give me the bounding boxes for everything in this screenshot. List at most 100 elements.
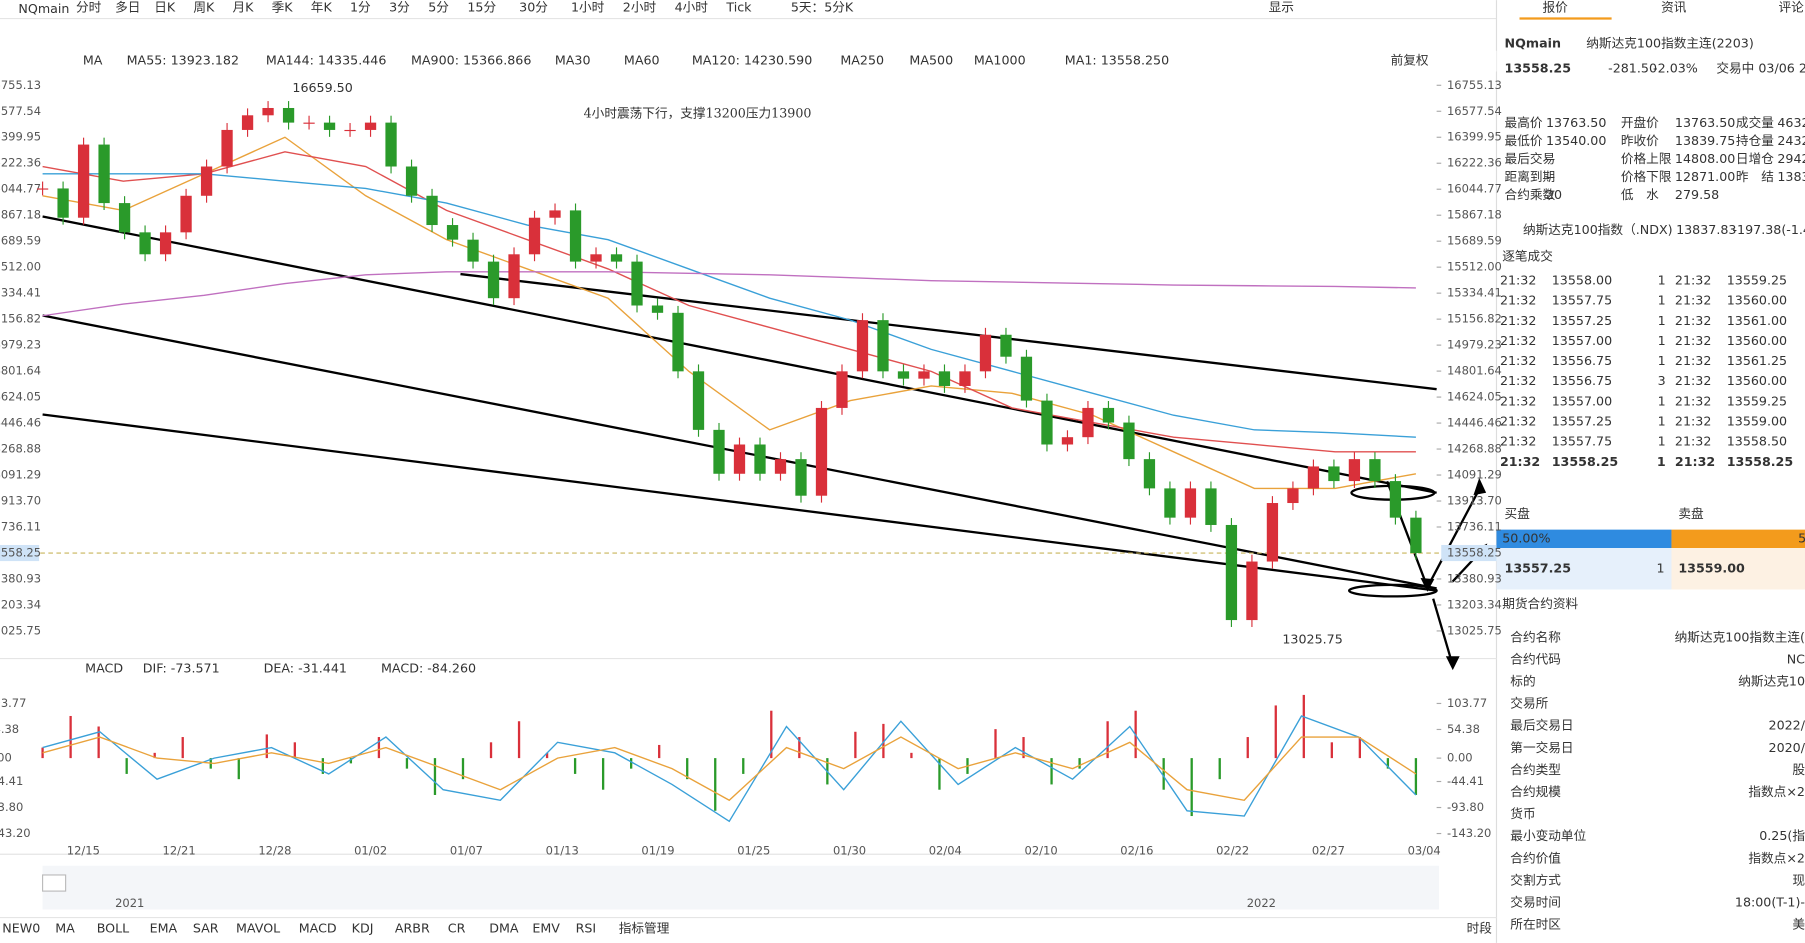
date-label: 02/04 xyxy=(929,843,962,857)
panel-tab[interactable]: 报价 xyxy=(1543,0,1569,15)
indicator-tab[interactable]: CR xyxy=(448,921,466,936)
candle xyxy=(508,254,520,299)
ma-line xyxy=(42,173,1416,438)
indicator-tab[interactable]: NEW0 xyxy=(2,921,40,936)
price-tick-label: 14268.88 xyxy=(1447,442,1502,456)
ma-legend: MA120: 14230.590 xyxy=(692,53,812,68)
period-tab[interactable]: 5天：5分K xyxy=(791,0,854,15)
trade-cell: 21:32 xyxy=(1675,293,1711,308)
candle xyxy=(569,210,582,262)
period-tab[interactable]: 1小时 xyxy=(571,0,605,15)
indicator-tab[interactable]: SAR xyxy=(193,921,219,936)
indicator-tab[interactable]: EMV xyxy=(532,921,560,936)
price-tick-label: 13736.11 xyxy=(1447,520,1502,534)
candle xyxy=(180,195,192,233)
period-tab[interactable]: 30分 xyxy=(519,0,548,15)
macd-tick-label-left: -93.80 xyxy=(0,800,23,814)
period-tab[interactable]: 4小时 xyxy=(675,0,709,15)
period-tab[interactable]: 15分 xyxy=(467,0,496,15)
index-price: 13837.83 xyxy=(1676,222,1736,237)
ma-legend: MA900: 15366.866 xyxy=(411,53,531,68)
period-btn[interactable]: 时段 xyxy=(1467,921,1493,936)
candle xyxy=(118,203,131,233)
price-tick-label: 16577.54 xyxy=(1447,104,1502,118)
arrow xyxy=(1432,598,1454,666)
period-tab[interactable]: 周K xyxy=(193,0,215,15)
date-label: 02/10 xyxy=(1025,843,1058,857)
period-tab[interactable]: Tick xyxy=(725,0,752,15)
price-tick-label: 13913.70 xyxy=(1447,494,1502,508)
candle xyxy=(1389,481,1402,518)
q-stat: 距离到期 xyxy=(1505,169,1556,184)
indicator-tab[interactable]: ARBR xyxy=(395,921,430,936)
trend-line xyxy=(460,272,1437,391)
candle xyxy=(487,261,500,299)
q-pct: -2.03% xyxy=(1653,61,1698,76)
macd-tick-label: 0.00 xyxy=(1447,751,1473,765)
indicator-tab[interactable]: MACD xyxy=(299,921,337,936)
indicator-tab[interactable]: MAVOL xyxy=(236,921,280,936)
display-btn[interactable]: 显示 xyxy=(1269,0,1294,15)
period-tab[interactable]: 1分 xyxy=(350,0,371,15)
price-tick-label-left: 14268.88 xyxy=(0,442,41,456)
indicator-tab[interactable]: EMA xyxy=(150,921,178,936)
q-stat: -- xyxy=(1546,169,1555,184)
nav-handle[interactable] xyxy=(42,874,67,892)
q-name: 纳斯达克100指数主连(2203) xyxy=(1586,35,1754,50)
period-tab[interactable]: 多日 xyxy=(115,0,140,15)
indicator-tab[interactable]: BOLL xyxy=(97,921,130,936)
trade-cell: 21:32 xyxy=(1675,333,1711,348)
price-tick-label: 15689.59 xyxy=(1447,234,1502,248)
index-name: 纳斯达克100指数（.NDX) xyxy=(1523,222,1673,237)
price-tick-label: 16755.13 xyxy=(1447,78,1502,92)
candle xyxy=(938,371,951,386)
indicator-tab[interactable]: MA xyxy=(55,921,75,936)
period-tab[interactable]: 分时 xyxy=(76,0,102,15)
indicator-tab[interactable]: KDJ xyxy=(352,921,374,936)
price-tick-label: 14091.29 xyxy=(1447,468,1502,482)
macd-line xyxy=(42,736,1417,802)
period-tab[interactable]: 月K xyxy=(233,0,255,15)
panel-tab[interactable]: 评论 xyxy=(1779,0,1805,15)
ma-legend: MA60 xyxy=(624,53,660,68)
indicator-tab[interactable]: DMA xyxy=(489,921,519,936)
trade-cell: 13559.25 xyxy=(1727,393,1787,408)
bid-title: 买盘 xyxy=(1505,506,1531,521)
macd-tick-label: -93.80 xyxy=(1447,800,1484,814)
contract-cell: NC xyxy=(1787,651,1805,666)
candle xyxy=(733,444,746,474)
candle xyxy=(1307,466,1320,489)
period-tab[interactable]: 年K xyxy=(311,0,333,15)
price-tick-label: 16222.36 xyxy=(1447,156,1502,170)
price-tick-label-left: 13736.11 xyxy=(0,520,41,534)
candle xyxy=(651,305,664,313)
period-tab[interactable]: 5分 xyxy=(428,0,449,15)
ellipse xyxy=(1347,583,1438,598)
indicator-tab[interactable]: 指标管理 xyxy=(619,921,670,936)
candle xyxy=(344,129,356,132)
trade-cell: 1 xyxy=(1658,272,1666,287)
period-tab[interactable]: 2小时 xyxy=(623,0,657,15)
adjust-btn[interactable]: 前复权 xyxy=(1391,53,1429,68)
panel-tab[interactable]: 资讯 xyxy=(1661,0,1687,15)
q-stat: 12871.00 xyxy=(1675,169,1735,184)
candle xyxy=(610,254,623,262)
indicator-tab[interactable]: RSI xyxy=(576,921,597,936)
candle xyxy=(282,107,295,123)
candle xyxy=(897,371,910,379)
period-tab[interactable]: 日K xyxy=(154,0,176,15)
price-tick-label-left: 15334.41 xyxy=(0,286,41,300)
period-tab[interactable]: 季K xyxy=(272,0,294,15)
q-stat: 低 水 xyxy=(1621,187,1659,202)
candle xyxy=(692,371,705,430)
candle xyxy=(57,188,69,218)
trade-cell: 13561.25 xyxy=(1727,353,1787,368)
macd-line xyxy=(42,715,1417,823)
current-price: 13558.25 xyxy=(1447,546,1502,560)
candle xyxy=(98,144,110,204)
period-tab[interactable]: 3分 xyxy=(389,0,410,15)
q-stat: 13839.75 xyxy=(1675,133,1735,148)
contract-cell: 交割方式 xyxy=(1510,872,1561,887)
candle xyxy=(631,261,643,306)
drawings xyxy=(42,215,1486,666)
